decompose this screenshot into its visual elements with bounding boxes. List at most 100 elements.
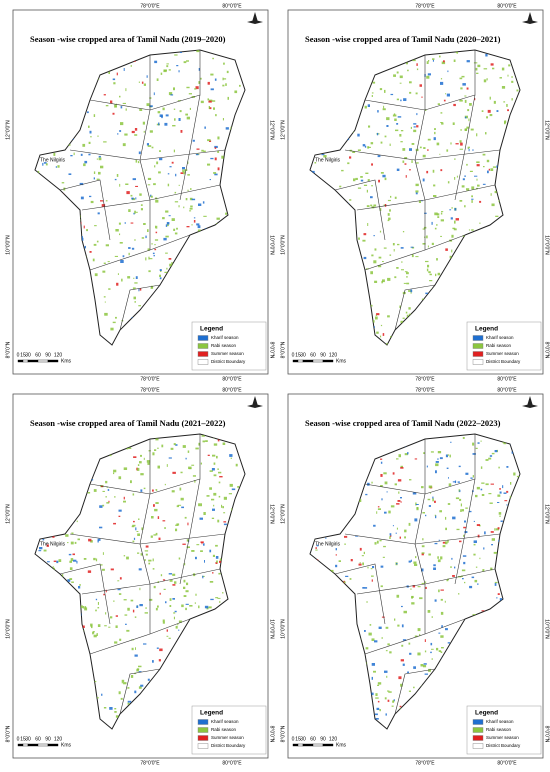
crop-pixel [231, 488, 236, 491]
crop-pixel [176, 65, 179, 67]
crop-pixel [363, 233, 367, 236]
crop-pixel [395, 129, 399, 132]
crop-pixel [440, 651, 443, 653]
crop-pixel [119, 638, 122, 641]
crop-pixel [140, 684, 144, 687]
crop-pixel [123, 467, 128, 470]
crop-pixel [42, 162, 44, 166]
crop-pixel [135, 527, 137, 531]
district-boundary [394, 284, 436, 331]
crop-pixel [85, 606, 87, 609]
crop-pixel [430, 451, 434, 453]
scale-label: 15 [295, 352, 301, 358]
crop-pixel [361, 555, 364, 557]
legend-swatch [472, 735, 484, 741]
crop-pixel [470, 477, 473, 479]
crop-pixel [335, 554, 337, 556]
crop-pixel [158, 122, 160, 126]
crop-pixel [380, 461, 383, 464]
crop-pixel [185, 590, 189, 593]
crop-pixel [201, 541, 203, 545]
crop-pixel [387, 315, 390, 318]
crop-pixel [184, 516, 187, 519]
crop-pixel [130, 65, 132, 67]
scale-label: 15 [20, 736, 26, 742]
latitude-label: 10°0'0"N [280, 235, 286, 255]
crop-pixel [97, 538, 101, 541]
crop-pixel [413, 126, 416, 128]
crop-pixel [113, 472, 115, 475]
crop-pixel [383, 105, 385, 109]
crop-pixel [386, 343, 389, 345]
crop-pixel [419, 84, 422, 87]
crop-pixel [488, 493, 492, 495]
crop-pixel [53, 152, 56, 156]
crop-pixel [151, 243, 153, 245]
crop-pixel [465, 472, 469, 475]
crop-pixel [506, 466, 509, 468]
crop-pixel [496, 110, 499, 112]
crop-pixel [133, 520, 135, 523]
crop-pixel [202, 575, 205, 577]
crop-pixel [96, 633, 98, 636]
district-boundary [179, 434, 201, 585]
crop-pixel [508, 64, 511, 67]
crop-pixel [114, 708, 117, 710]
crop-pixel [426, 61, 429, 64]
crop-pixel [482, 183, 486, 185]
crop-pixel [466, 60, 470, 63]
crop-pixel [432, 58, 435, 60]
crop-pixel [131, 247, 135, 250]
legend-swatch [197, 727, 209, 733]
crop-pixel [156, 647, 159, 649]
crop-pixel [411, 596, 413, 599]
crop-pixel [473, 553, 476, 556]
crop-pixel [200, 77, 202, 80]
crop-pixel [115, 316, 117, 319]
crop-pixel [188, 466, 192, 469]
crop-pixel [406, 272, 409, 275]
crop-pixel [417, 586, 421, 588]
crop-pixel [138, 518, 140, 520]
crop-pixel [145, 553, 148, 556]
crop-pixel [458, 593, 460, 595]
crop-pixel [131, 130, 135, 134]
crop-pixel [431, 242, 434, 245]
crop-pixel [371, 481, 373, 484]
crop-pixel [466, 188, 470, 191]
scale-unit: Kms [336, 358, 347, 364]
crop-pixel [422, 178, 425, 182]
crop-pixel [429, 273, 432, 276]
crop-pixel [105, 200, 108, 202]
crop-pixel [107, 261, 110, 263]
crop-pixel [442, 541, 446, 544]
crop-pixel [159, 274, 161, 277]
crop-pixel [162, 579, 166, 581]
crop-pixel [123, 500, 126, 503]
crop-pixel [208, 606, 212, 609]
crop-pixel [440, 169, 443, 172]
crop-pixel [162, 107, 165, 111]
crop-pixel [473, 62, 478, 64]
legend-label: District Boundary [486, 743, 521, 748]
crop-pixel [494, 583, 497, 586]
crop-pixel [206, 495, 210, 497]
crop-pixel [373, 204, 377, 207]
crop-pixel [215, 114, 217, 117]
crop-pixel [394, 618, 396, 621]
crop-pixel [438, 589, 440, 593]
crop-pixel [378, 626, 382, 629]
crop-pixel [494, 581, 498, 584]
crop-pixel [447, 454, 449, 456]
crop-pixel [379, 709, 381, 712]
crop-pixel [463, 526, 467, 529]
crop-pixel [453, 228, 457, 231]
crop-pixel [125, 183, 129, 185]
crop-pixel [115, 615, 118, 617]
crop-pixel [217, 151, 220, 153]
crop-pixel [165, 235, 169, 238]
crop-pixel [165, 210, 169, 213]
crop-pixel [371, 254, 374, 257]
crop-pixel [355, 177, 358, 180]
crop-pixel [396, 503, 400, 505]
